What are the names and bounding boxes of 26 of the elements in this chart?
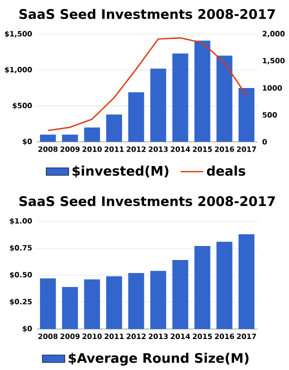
bar	[128, 92, 144, 142]
bar	[216, 56, 232, 142]
bar	[172, 260, 188, 329]
bar	[238, 234, 254, 329]
bar	[216, 242, 232, 329]
bar	[62, 286, 78, 329]
legend-label: deals	[206, 166, 246, 176]
legend-label: $Average Round Size(M)	[68, 352, 248, 366]
bar	[106, 114, 122, 142]
bar	[172, 54, 188, 142]
line-series	[47, 37, 247, 132]
bar	[238, 88, 254, 142]
bar	[194, 40, 210, 142]
bar	[40, 134, 56, 142]
bar	[62, 134, 78, 142]
bar	[194, 246, 210, 329]
chart-title: SaaS Seed Investments 2008-2017	[19, 196, 275, 206]
bar	[84, 279, 100, 329]
bar	[128, 272, 144, 329]
bar	[40, 278, 56, 329]
legend-label: $invested(M)	[72, 166, 168, 178]
bar	[150, 270, 166, 329]
bar	[150, 68, 166, 142]
bar	[106, 276, 122, 329]
chart-title: SaaS Seed Investments 2008-2017	[19, 8, 275, 19]
bar	[84, 127, 100, 142]
